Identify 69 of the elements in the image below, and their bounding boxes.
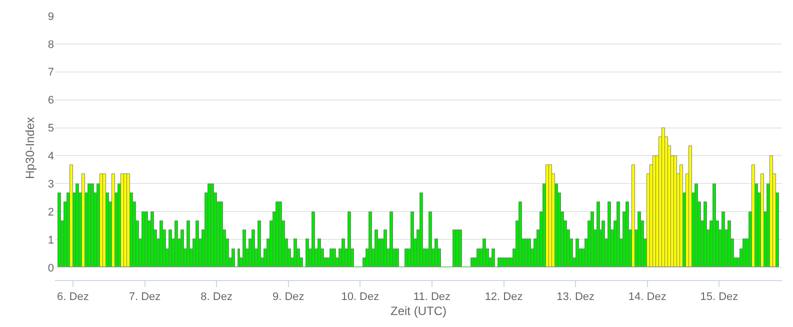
- bar: [312, 212, 315, 267]
- bar: [180, 230, 184, 267]
- bar: [396, 248, 399, 267]
- bar: [626, 202, 629, 267]
- bar: [232, 248, 235, 267]
- bar: [390, 212, 393, 267]
- bar: [528, 238, 531, 267]
- y-tick-label: 5: [48, 122, 54, 135]
- x-tick-label: 6. Dez: [57, 291, 89, 304]
- y-tick-label: 2: [48, 206, 54, 218]
- bar: [196, 220, 199, 267]
- bar: [342, 238, 345, 267]
- bar: [608, 202, 611, 267]
- bar: [458, 230, 462, 267]
- bar: [492, 248, 495, 267]
- y-tick-label: 0: [48, 262, 54, 274]
- bar: [70, 164, 73, 267]
- bar: [186, 220, 190, 267]
- bar: [258, 220, 261, 267]
- bar: [278, 202, 282, 267]
- x-axis-title: Zeit (UTC): [390, 304, 446, 318]
- x-tick-label: 8. Dez: [200, 291, 232, 304]
- y-tick-label: 6: [48, 94, 54, 107]
- bar: [174, 220, 178, 267]
- y-axis-title: Hp30-Index: [23, 116, 38, 180]
- bar: [220, 202, 223, 267]
- x-tick-label: 13. Dez: [556, 291, 595, 304]
- bar: [590, 212, 594, 267]
- x-tick-label: 14. Dez: [628, 291, 666, 304]
- bar: [150, 212, 154, 267]
- bar: [238, 248, 240, 267]
- bar: [58, 192, 61, 267]
- bar: [704, 202, 707, 267]
- bar: [576, 238, 579, 267]
- bar: [434, 238, 438, 267]
- y-tick-label: 7: [48, 66, 54, 79]
- y-tick-label: 1: [48, 234, 54, 246]
- x-tick-label: 12. Dez: [484, 291, 523, 304]
- y-tick-label: 3: [48, 178, 54, 190]
- bar: [688, 146, 692, 267]
- bar: [728, 220, 731, 267]
- bar: [632, 164, 635, 267]
- bar: [318, 238, 321, 267]
- bar: [680, 164, 683, 267]
- bar: [482, 238, 486, 267]
- bar: [306, 238, 309, 267]
- y-tick-label: 9: [48, 10, 54, 23]
- x-tick-label: 10. Dez: [341, 291, 380, 304]
- x-tick-label: 7. Dez: [128, 291, 161, 304]
- bar: [294, 238, 297, 267]
- bar: [428, 212, 432, 267]
- bar: [712, 184, 716, 267]
- x-tick-label: 9. Dez: [272, 291, 304, 304]
- bar: [252, 230, 255, 267]
- bar: [760, 174, 764, 267]
- bar: [368, 212, 372, 267]
- y-tick-label: 8: [48, 38, 54, 51]
- x-tick-label: 15. Dez: [700, 291, 738, 304]
- bar: [722, 212, 725, 267]
- bar: [616, 202, 620, 267]
- bar: [410, 212, 414, 267]
- bar: [348, 212, 351, 267]
- x-tick-label: 11. Dez: [413, 291, 451, 304]
- bar: [332, 248, 336, 267]
- y-tick-label: 4: [48, 150, 54, 163]
- bar: [518, 202, 522, 267]
- bar: [420, 192, 423, 267]
- bar: [242, 230, 246, 267]
- bar: [384, 230, 387, 267]
